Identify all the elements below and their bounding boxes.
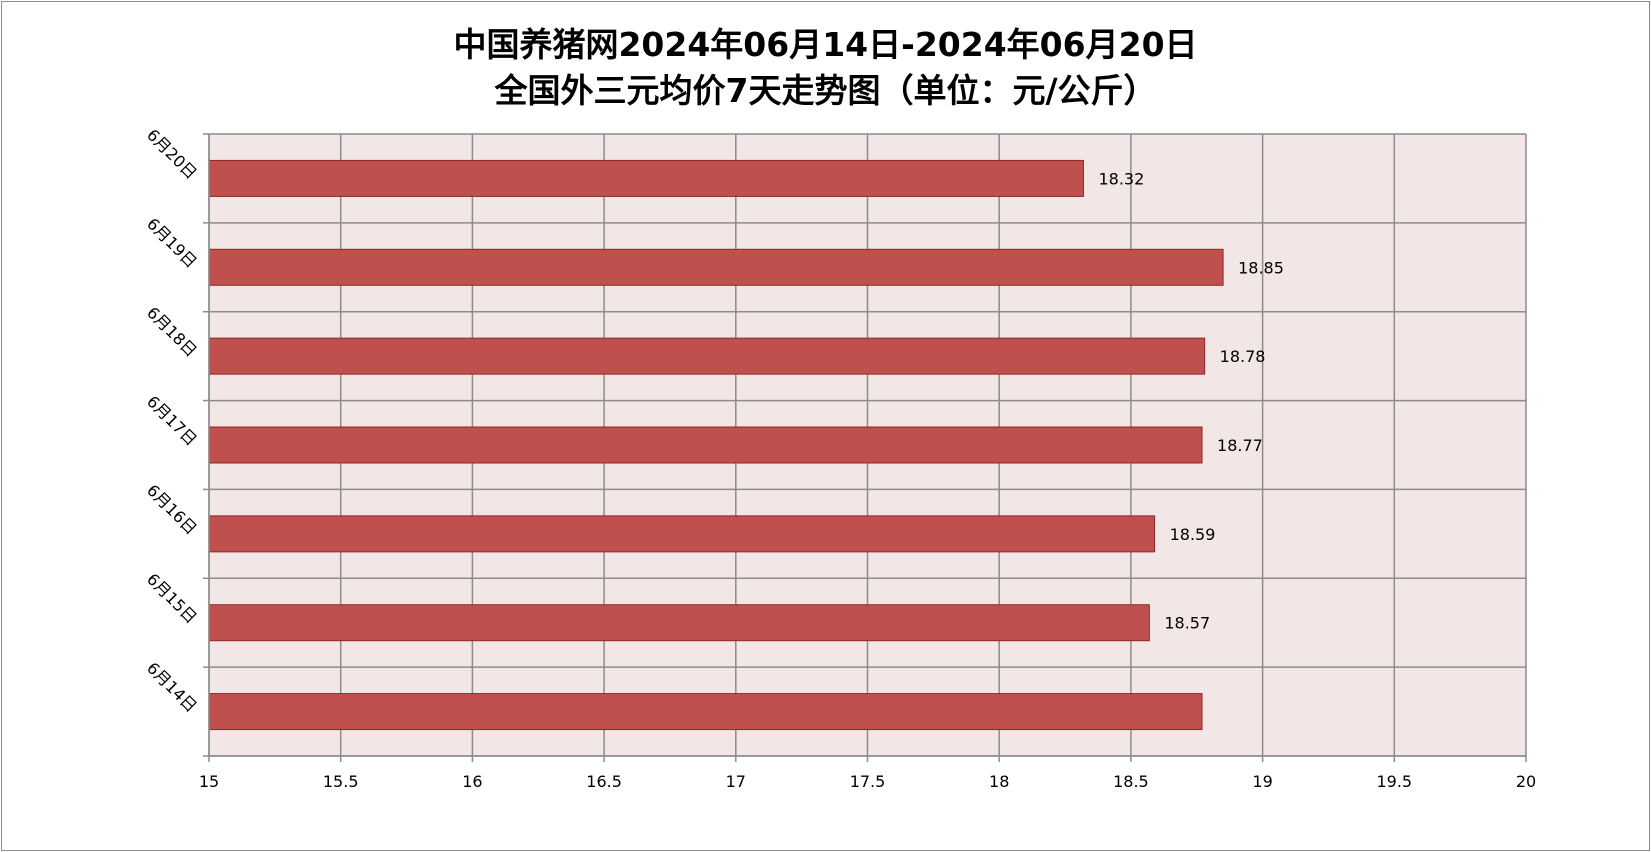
category-label: 6月14日	[143, 658, 201, 716]
bar	[208, 693, 1203, 731]
category-label: 6月18日	[143, 303, 201, 361]
x-tick-label: 16	[462, 772, 482, 791]
bar	[208, 426, 1203, 464]
x-tick-label: 20	[1516, 772, 1536, 791]
x-tick-label: 16.5	[586, 772, 622, 791]
category-label: 6月15日	[143, 570, 201, 628]
category-label: 6月19日	[143, 214, 201, 272]
x-tick-label: 18	[989, 772, 1009, 791]
bar	[208, 248, 1224, 286]
bar	[208, 159, 1084, 197]
chart-title-block: 中国养猪网2024年06月14日-2024年06月20日 全国外三元均价7天走势…	[0, 22, 1651, 114]
category-label: 6月20日	[143, 125, 201, 183]
data-label: 18.85	[1238, 258, 1284, 277]
bar	[208, 515, 1156, 553]
x-tick-label: 15.5	[323, 772, 359, 791]
data-label: 18.77	[1217, 436, 1263, 455]
data-label: 18.57	[1164, 614, 1210, 633]
data-label: 18.78	[1220, 347, 1266, 366]
data-label: 18.32	[1098, 169, 1144, 188]
bar	[208, 604, 1150, 642]
x-tick-label: 15	[199, 772, 219, 791]
x-tick-label: 19.5	[1376, 772, 1412, 791]
bar	[208, 337, 1206, 375]
category-label: 6月16日	[143, 481, 201, 539]
x-tick-label: 18.5	[1113, 772, 1149, 791]
chart-subtitle: 全国外三元均价7天走势图（单位：元/公斤）	[494, 71, 1157, 110]
x-tick-label: 17.5	[850, 772, 886, 791]
x-tick-label: 17	[726, 772, 746, 791]
data-label: 18.59	[1170, 525, 1216, 544]
category-label: 6月17日	[143, 392, 201, 450]
chart-title: 中国养猪网2024年06月14日-2024年06月20日	[453, 25, 1198, 64]
x-tick-label: 19	[1252, 772, 1272, 791]
